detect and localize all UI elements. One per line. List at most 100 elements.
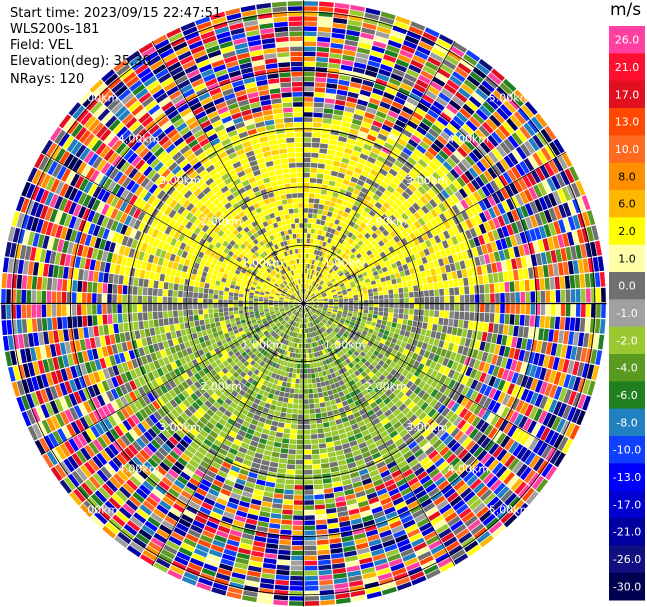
velocity-gate <box>167 354 175 363</box>
velocity-gate <box>194 372 202 381</box>
velocity-gate <box>155 484 167 495</box>
velocity-gate <box>421 168 432 178</box>
velocity-gate <box>402 552 417 562</box>
velocity-gate <box>379 529 392 538</box>
velocity-gate <box>310 363 314 369</box>
velocity-gate <box>319 350 324 356</box>
velocity-gate <box>407 262 414 269</box>
velocity-gate <box>374 115 385 124</box>
velocity-gate <box>337 459 347 466</box>
velocity-gate <box>251 319 257 324</box>
velocity-gate <box>367 173 376 181</box>
velocity-gate <box>305 289 307 294</box>
velocity-gate <box>578 332 585 347</box>
velocity-gate <box>271 324 276 329</box>
velocity-gate <box>327 410 334 417</box>
velocity-gate <box>378 492 390 501</box>
velocity-gate <box>501 225 510 238</box>
velocity-gate <box>305 289 308 294</box>
velocity-gate <box>304 328 307 334</box>
velocity-gate <box>366 591 382 599</box>
velocity-gate <box>335 496 346 503</box>
velocity-gate <box>328 304 334 307</box>
velocity-gate <box>356 331 362 336</box>
velocity-gate <box>385 275 391 281</box>
velocity-gate <box>409 303 414 309</box>
velocity-gate <box>153 360 161 369</box>
velocity-gate <box>228 430 237 438</box>
velocity-gate <box>198 349 205 356</box>
velocity-gate <box>302 308 303 313</box>
velocity-gate <box>379 251 386 258</box>
velocity-gate <box>205 340 212 347</box>
velocity-gate <box>491 262 498 273</box>
velocity-gate <box>364 581 380 590</box>
velocity-gate <box>474 370 483 381</box>
velocity-gate <box>386 185 395 194</box>
velocity-gate <box>37 421 47 437</box>
velocity-gate <box>466 75 481 87</box>
velocity-gate <box>116 453 128 466</box>
velocity-gate <box>236 368 243 375</box>
velocity-gate <box>343 545 356 553</box>
velocity-gate <box>171 483 183 494</box>
velocity-gate <box>190 414 199 424</box>
velocity-gate <box>380 393 388 401</box>
velocity-gate <box>601 303 606 319</box>
velocity-gate <box>355 282 361 287</box>
velocity-gate <box>255 344 261 350</box>
velocity-gate <box>590 241 597 257</box>
velocity-gate <box>448 544 463 556</box>
velocity-gate <box>149 414 159 424</box>
velocity-gate <box>235 405 243 413</box>
velocity-gate <box>212 426 221 435</box>
velocity-gate <box>114 535 129 549</box>
velocity-gate <box>465 388 474 399</box>
velocity-gate <box>379 151 389 159</box>
velocity-gate <box>215 474 226 483</box>
velocity-gate <box>518 349 526 362</box>
velocity-gate <box>434 225 443 235</box>
velocity-gate <box>522 175 532 188</box>
velocity-gate <box>499 282 505 293</box>
velocity-gate <box>373 307 379 311</box>
velocity-gate <box>308 301 313 303</box>
velocity-gate <box>386 198 394 206</box>
velocity-gate <box>425 329 432 337</box>
velocity-gate <box>525 303 531 315</box>
velocity-gate <box>336 289 342 293</box>
velocity-gate <box>177 457 188 467</box>
velocity-gate <box>190 375 198 384</box>
velocity-gate <box>41 419 52 434</box>
velocity-gate <box>246 399 254 407</box>
velocity-gate <box>469 402 478 413</box>
velocity-gate <box>321 412 328 418</box>
velocity-gate <box>309 269 313 275</box>
velocity-gate <box>466 267 473 277</box>
velocity-gate <box>179 471 191 481</box>
velocity-gate <box>289 313 293 318</box>
velocity-gate <box>371 334 377 340</box>
velocity-gate <box>374 274 380 280</box>
velocity-gate <box>193 437 203 446</box>
velocity-gate <box>388 133 399 142</box>
velocity-gate <box>431 472 443 483</box>
velocity-gate <box>227 586 243 595</box>
velocity-gate <box>398 293 404 299</box>
velocity-gate <box>392 243 399 251</box>
velocity-gate <box>354 323 360 328</box>
velocity-gate <box>155 465 167 476</box>
velocity-gate <box>312 122 322 128</box>
velocity-gate <box>453 416 463 427</box>
velocity-gate <box>311 259 315 265</box>
velocity-gate <box>291 315 295 320</box>
velocity-gate <box>64 395 73 408</box>
velocity-gate <box>199 395 208 404</box>
velocity-gate <box>530 392 539 405</box>
velocity-gate <box>437 242 445 251</box>
velocity-gate <box>407 320 413 326</box>
velocity-gate <box>336 255 342 261</box>
velocity-gate <box>331 324 336 329</box>
velocity-gate <box>313 484 323 490</box>
velocity-gate <box>122 503 136 515</box>
